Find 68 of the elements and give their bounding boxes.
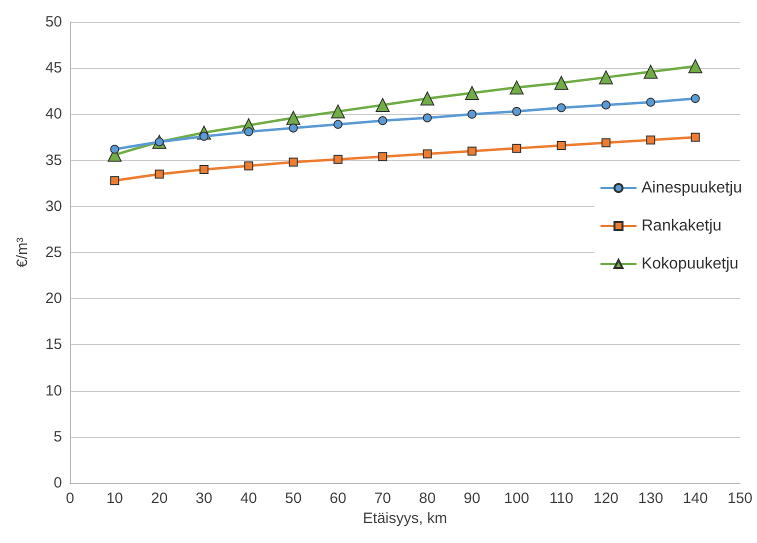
y-tick-label: 20 bbox=[45, 290, 62, 308]
point bbox=[646, 136, 656, 145]
point bbox=[376, 98, 390, 112]
point bbox=[602, 138, 610, 148]
x-tick-label: 70 bbox=[374, 490, 392, 507]
point bbox=[646, 98, 656, 107]
point bbox=[331, 104, 345, 118]
y-tick-label: 35 bbox=[45, 152, 62, 169]
point bbox=[244, 161, 254, 170]
x-tick-label: 90 bbox=[464, 490, 480, 507]
point bbox=[154, 170, 164, 179]
point bbox=[334, 154, 342, 164]
point bbox=[644, 64, 658, 79]
point bbox=[288, 124, 298, 133]
point bbox=[468, 110, 476, 119]
y-tick-label: 0 bbox=[54, 474, 62, 492]
x-tick-label: 140 bbox=[682, 490, 708, 507]
x-tick-label: 20 bbox=[150, 490, 168, 507]
x-tick-label: 10 bbox=[106, 490, 124, 507]
point bbox=[110, 176, 120, 186]
point bbox=[556, 141, 566, 150]
point bbox=[688, 59, 702, 74]
point bbox=[554, 76, 568, 90]
x-axis-title: Etäisyys, km bbox=[362, 510, 448, 527]
point bbox=[334, 120, 342, 129]
point bbox=[378, 152, 388, 162]
point bbox=[244, 127, 254, 136]
y-tick-label: 50 bbox=[45, 14, 62, 30]
point bbox=[556, 103, 566, 112]
point bbox=[690, 132, 700, 142]
legend-label: Ainespuuketju bbox=[641, 180, 742, 196]
x-tick-label: 130 bbox=[638, 490, 664, 507]
x-tick-label: 0 bbox=[66, 490, 74, 507]
y-tick-label: 15 bbox=[45, 336, 62, 354]
x-tick-label: 50 bbox=[284, 490, 302, 507]
point bbox=[420, 92, 434, 106]
y-tick-label: 5 bbox=[54, 428, 62, 446]
x-tick-label: 120 bbox=[593, 490, 619, 507]
point bbox=[200, 165, 208, 174]
point bbox=[512, 144, 522, 153]
point bbox=[510, 80, 524, 94]
legend-label: Rankaketju bbox=[641, 218, 722, 234]
y-tick-label: 10 bbox=[45, 382, 62, 400]
point bbox=[602, 100, 610, 110]
y-tick-label: 40 bbox=[45, 106, 62, 123]
x-tick-label: 30 bbox=[196, 490, 212, 507]
x-tick-label: 150 bbox=[727, 490, 753, 507]
x-tick-label: 60 bbox=[330, 490, 346, 507]
point bbox=[110, 144, 120, 154]
legend-label: Kokopuuketju bbox=[641, 256, 738, 272]
y-tick-label: 30 bbox=[45, 198, 62, 215]
point bbox=[465, 86, 479, 100]
point bbox=[468, 146, 476, 156]
point bbox=[690, 94, 700, 104]
x-tick-label: 80 bbox=[418, 490, 436, 507]
y-axis-title: €/m³ bbox=[14, 237, 31, 268]
point bbox=[599, 70, 613, 84]
point bbox=[288, 158, 298, 167]
x-tick-label: 40 bbox=[240, 490, 258, 507]
point bbox=[378, 116, 388, 126]
point bbox=[422, 113, 432, 122]
x-tick-label: 110 bbox=[549, 490, 574, 507]
point bbox=[422, 149, 432, 158]
point bbox=[512, 106, 522, 116]
x-tick-label: 100 bbox=[504, 490, 530, 507]
y-tick-label: 45 bbox=[45, 60, 62, 77]
y-tick-label: 25 bbox=[45, 244, 62, 261]
point bbox=[286, 110, 300, 125]
